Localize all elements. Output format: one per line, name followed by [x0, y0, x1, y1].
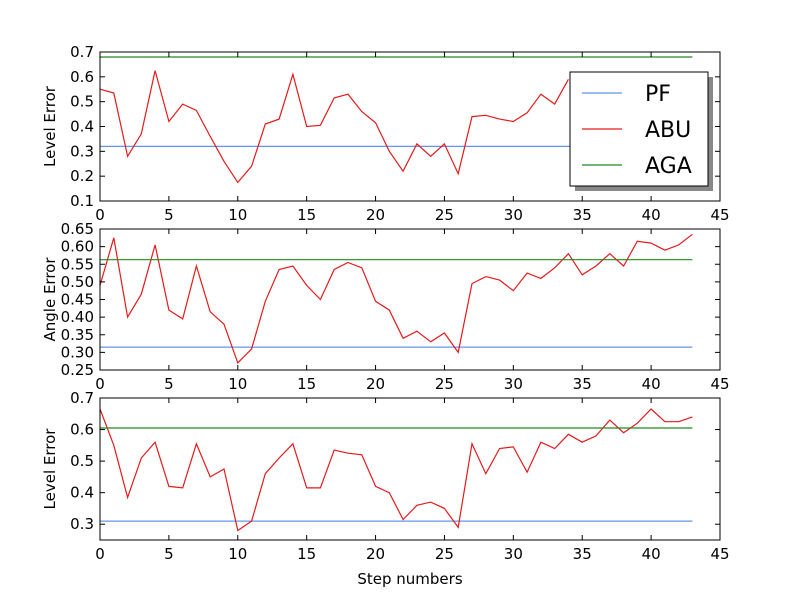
series-line-abu: [99, 408, 693, 532]
y-tick-label: 0.45: [61, 291, 94, 309]
x-tick-label: 20: [366, 375, 385, 393]
y-tick-label: 0.7: [70, 389, 94, 407]
y-tick-label: 0.25: [61, 361, 94, 379]
y-tick-label: 0.4: [70, 118, 94, 136]
x-tick-label: 45: [710, 545, 729, 563]
x-tick-label: 5: [164, 206, 174, 224]
x-tick-label: 35: [573, 206, 592, 224]
x-tick-label: 15: [297, 206, 316, 224]
x-tick-label: 0: [95, 375, 105, 393]
x-tick-label: 10: [228, 375, 247, 393]
subplot-1: 0 5 10 15 20 25 30 35 40 45 0.1 0.2 0.3 0.4 0.5 0.6 0.7 L…: [41, 43, 730, 224]
x-tick-label: 10: [228, 545, 247, 563]
legend-label-aga: AGA: [645, 154, 692, 179]
x-tick-label: 20: [366, 545, 385, 563]
plot-frame: [99, 397, 721, 541]
x-axis-label: Step numbers: [357, 570, 462, 588]
legend-label-pf: PF: [645, 82, 671, 107]
series-line-abu: [99, 70, 569, 184]
y-axis-label: Angle Error: [41, 257, 59, 342]
x-tick-label: 45: [710, 206, 729, 224]
x-tick-label: 35: [573, 545, 592, 563]
y-tick-label: 0.40: [61, 308, 94, 326]
y-tick-label: 0.4: [70, 484, 94, 502]
y-tick-label: 0.5: [70, 93, 94, 111]
x-tick-label: 30: [504, 375, 523, 393]
y-axis-label: Level Error: [41, 428, 59, 510]
y-tick-label: 0.60: [61, 238, 94, 256]
y-tick-label: 0.3: [70, 142, 94, 160]
subplot-2: 0 5 10 15 20 25 30 35 40 450.250.300.350.400.450.…: [41, 220, 730, 393]
x-tick-label: 25: [435, 206, 454, 224]
y-tick-label: 0.65: [61, 220, 94, 238]
y-axis-label: Level Error: [41, 85, 59, 167]
x-tick-label: 35: [573, 375, 592, 393]
y-tick-label: 0.5: [70, 452, 94, 470]
legend-label-abu: ABU: [645, 118, 691, 143]
x-tick-label: 5: [164, 375, 174, 393]
x-tick-label: 40: [642, 375, 661, 393]
x-tick-label: 0: [95, 206, 105, 224]
x-tick-label: 15: [297, 375, 316, 393]
x-tick-label: 25: [435, 545, 454, 563]
x-tick-label: 15: [297, 545, 316, 563]
y-tick-label: 0.6: [70, 68, 94, 86]
x-tick-label: 45: [710, 375, 729, 393]
y-tick-label: 0.6: [70, 421, 94, 439]
y-tick-label: 0.1: [70, 192, 94, 210]
x-tick-label: 30: [504, 206, 523, 224]
y-tick-label: 0.7: [70, 43, 94, 61]
y-tick-label: 0.50: [61, 273, 94, 291]
series-line-abu: [99, 233, 693, 365]
plot-frame: [99, 228, 721, 371]
y-tick-label: 0.35: [61, 326, 94, 344]
x-tick-label: 20: [366, 206, 385, 224]
x-tick-label: 30: [504, 545, 523, 563]
y-tick-label: 0.55: [61, 255, 94, 273]
y-tick-label: 0.2: [70, 167, 94, 185]
x-tick-label: 40: [642, 206, 661, 224]
x-tick-label: 40: [642, 545, 661, 563]
x-tick-label: 10: [228, 206, 247, 224]
x-tick-label: 5: [164, 545, 174, 563]
legend: PF ABU AGA: [569, 71, 713, 191]
subplot-3: 0 5 10 15 20 25 30 35 40 45 0.3 0.4 0.5 0.6 0.7 Level E…: [41, 389, 730, 588]
y-tick-label: 0.30: [61, 343, 94, 361]
x-tick-label: 25: [435, 375, 454, 393]
x-tick-label: 0: [95, 545, 105, 563]
y-tick-label: 0.3: [70, 515, 94, 533]
